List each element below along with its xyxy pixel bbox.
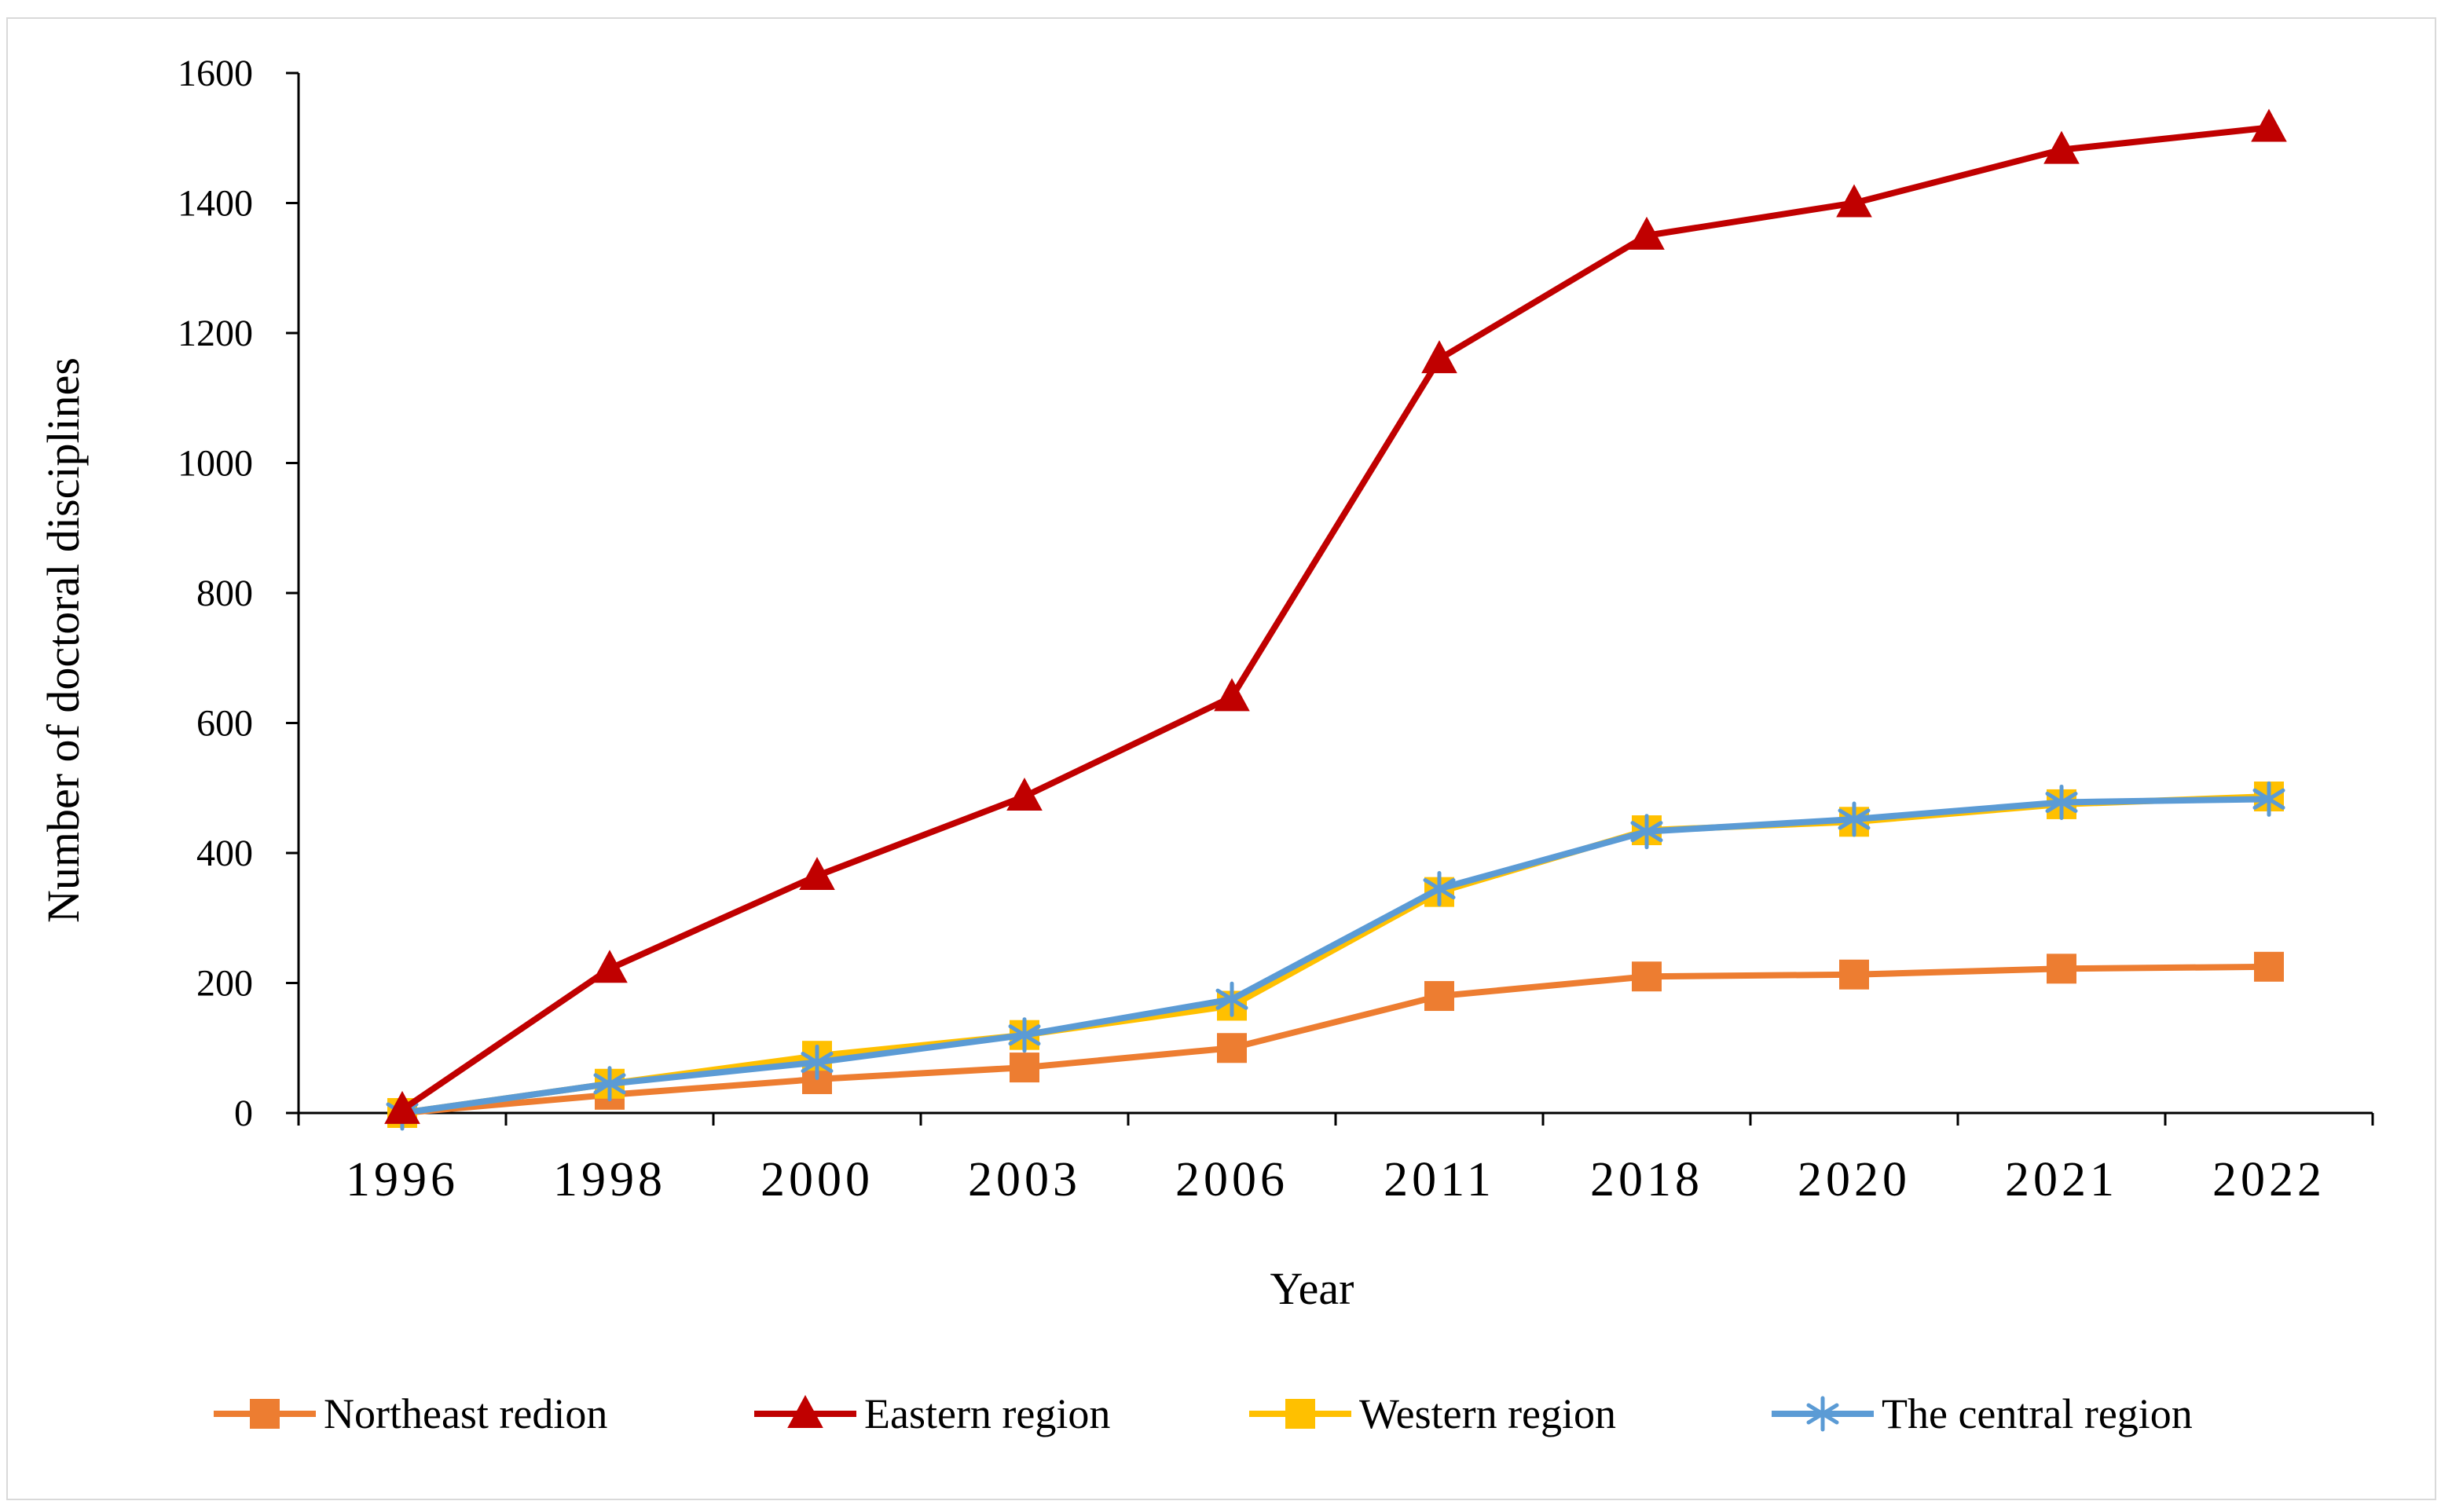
point-eastern-region-2022 — [2251, 108, 2287, 142]
point-eastern-region-2000 — [799, 856, 835, 890]
point-eastern-region-1996 — [384, 1090, 420, 1124]
point-the-central-region-2011 — [1423, 871, 1456, 907]
x-tick-label-1996: 1996 — [346, 1153, 459, 1206]
point-northeast-redion-2020 — [1839, 959, 1869, 990]
point-the-central-region-2003 — [1008, 1017, 1041, 1053]
y-axis: 0 200 400 600 800 1000 1200 1400 1600 — [178, 53, 300, 1134]
x-tick-label-2000: 2000 — [761, 1153, 874, 1206]
chart-frame — [6, 17, 2436, 1500]
point-eastern-region-2021 — [2043, 130, 2080, 164]
y-tick-label-0: 0 — [234, 1093, 253, 1134]
point-northeast-redion-2021 — [2047, 954, 2076, 984]
x-tick-label-1998: 1998 — [553, 1153, 666, 1206]
point-the-central-region-2018 — [1630, 814, 1663, 850]
point-the-central-region-2021 — [2045, 784, 2078, 820]
series-line-the-central-region — [399, 796, 2272, 1116]
point-eastern-region-2011 — [1421, 340, 1457, 374]
x-tick-label-2020: 2020 — [1798, 1153, 1911, 1206]
series-layer — [384, 108, 2287, 1131]
y-axis-title: Number of doctoral disciplines — [38, 357, 89, 923]
x-tick-label-2021: 2021 — [2005, 1153, 2118, 1206]
x-tick-label-2018: 2018 — [1590, 1153, 1703, 1206]
legend-label-northeast-redion: Northeast redion — [324, 1390, 607, 1437]
x-axis: 1996 1998 2000 2003 2006 2011 2018 2020 2021 2022 — [297, 1111, 2374, 1206]
legend-label-western-region: Western region — [1359, 1390, 1616, 1437]
point-eastern-region-1998 — [592, 950, 628, 983]
legend-marker-northeast-redion — [250, 1399, 280, 1429]
point-the-central-region-2006 — [1215, 981, 1248, 1017]
point-the-central-region-1998 — [593, 1066, 626, 1102]
y-tick-label-400: 400 — [196, 833, 253, 874]
x-tick-label-2003: 2003 — [968, 1153, 1081, 1206]
y-tick-label-1600: 1600 — [178, 53, 253, 94]
legend-item-eastern-region: Eastern region — [754, 1390, 1110, 1437]
legend-marker-western-region — [1285, 1399, 1315, 1429]
y-tick-label-1000: 1000 — [178, 443, 253, 485]
series-eastern-region — [384, 108, 2287, 1124]
point-the-central-region-2022 — [2252, 781, 2285, 817]
point-northeast-redion-2022 — [2254, 951, 2284, 982]
series-the-central-region — [386, 781, 2285, 1131]
point-northeast-redion-2018 — [1632, 961, 1662, 992]
legend-marker-the-central-region — [1806, 1396, 1839, 1432]
y-tick-label-1200: 1200 — [178, 313, 253, 354]
point-eastern-region-2006 — [1214, 678, 1250, 712]
y-tick-label-800: 800 — [196, 573, 253, 614]
legend-marker-eastern-region — [787, 1395, 823, 1428]
series-line-western-region — [399, 793, 2272, 1116]
point-eastern-region-2003 — [1006, 778, 1043, 811]
point-eastern-region-2018 — [1629, 216, 1665, 250]
point-the-central-region-2000 — [801, 1044, 834, 1080]
point-northeast-redion-2011 — [1424, 981, 1454, 1012]
y-tick-label-200: 200 — [196, 963, 253, 1005]
y-tick-label-1400: 1400 — [178, 183, 253, 225]
series-line-northeast-redion — [399, 963, 2272, 1116]
legend-item-the-central-region: The central region — [1772, 1390, 2193, 1437]
legend-item-western-region: Western region — [1249, 1390, 1616, 1437]
x-tick-label-2011: 2011 — [1384, 1153, 1495, 1206]
series-line-eastern-region — [399, 124, 2272, 1113]
x-tick-label-2022: 2022 — [2212, 1153, 2326, 1206]
point-northeast-redion-2003 — [1010, 1053, 1039, 1083]
series-northeast-redion — [387, 951, 2284, 1128]
point-eastern-region-2020 — [1836, 184, 1872, 218]
point-northeast-redion-2006 — [1217, 1033, 1247, 1064]
legend: Northeast redion Eastern region Western re… — [214, 1390, 2193, 1437]
legend-label-eastern-region: Eastern region — [864, 1390, 1110, 1437]
legend-item-northeast-redion: Northeast redion — [214, 1390, 607, 1437]
point-the-central-region-2020 — [1838, 801, 1871, 837]
x-axis-title: Year — [1270, 1263, 1354, 1314]
x-tick-label-2006: 2006 — [1175, 1153, 1288, 1206]
y-tick-label-600: 600 — [196, 703, 253, 745]
legend-label-the-central-region: The central region — [1882, 1390, 2193, 1437]
